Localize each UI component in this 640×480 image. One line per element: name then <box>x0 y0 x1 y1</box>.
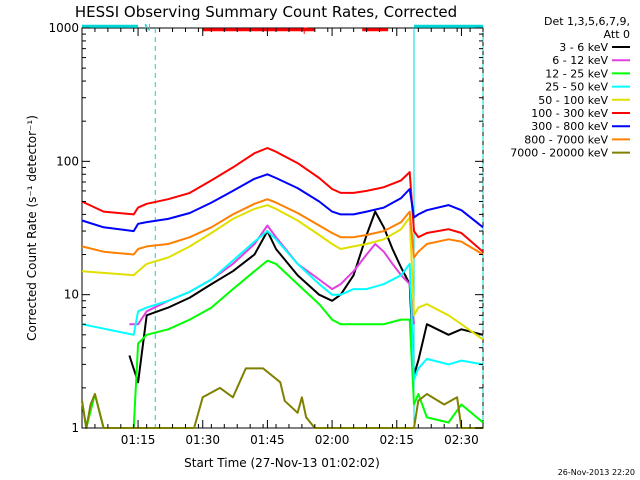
y-axis-label: Corrected Count Rate (s⁻¹ detector⁻¹) <box>25 115 39 341</box>
axes: 01:15 01:30 01:45 02:00 02:15 02:30 1 10 100 1000 <box>48 21 484 447</box>
series-line-50-100-kev <box>81 204 484 341</box>
x-tick-label: 02:15 <box>379 433 414 447</box>
series-line-25-50-kev <box>81 230 484 381</box>
time-markers <box>154 28 484 428</box>
x-axis-label: Start Time (27-Nov-13 01:02:02) <box>184 456 380 470</box>
series-line-12-25-kev <box>81 259 484 429</box>
chart-title: HESSI Observing Summary Count Rates, Cor… <box>75 3 457 21</box>
legend-label-12-25-kev: 12 - 25 keV <box>545 67 608 80</box>
x-tick-label: 01:45 <box>250 433 285 447</box>
legend-title-line-2: Att 0 <box>604 28 630 41</box>
legend-label-7000-20000-kev: 7000 - 20000 keV <box>510 147 608 160</box>
legend-label-6-12-kev: 6 - 12 keV <box>552 54 608 67</box>
y-tick-label: 100 <box>56 154 79 168</box>
series-line-800-7000-kev <box>81 198 484 259</box>
flag-label-n: N <box>144 23 151 33</box>
y-tick-label: 1000 <box>48 21 79 35</box>
series-line-3-6-kev <box>128 210 484 384</box>
legend-label-100-300-kev: 100 - 300 keV <box>531 107 608 120</box>
x-tick-label: 02:30 <box>444 433 479 447</box>
flag-label-f: F <box>303 27 308 37</box>
y-tick-label: 10 <box>64 288 79 302</box>
x-tick-label: 01:15 <box>121 433 156 447</box>
timestamp: 26-Nov-2013 22:20 <box>558 468 635 477</box>
series-line-100-300-kev <box>81 147 484 253</box>
y-tick-label: 1 <box>71 421 79 435</box>
series-line-7000-20000-kev <box>81 367 483 429</box>
legend-label-300-800-kev: 300 - 800 keV <box>531 120 608 133</box>
legend-label-25-50-kev: 25 - 50 keV <box>545 81 608 94</box>
legend-title-line-1: Det 1,3,5,6,7,9, <box>544 15 630 28</box>
series-line-300-800-kev <box>81 173 484 233</box>
series-lines <box>81 147 484 429</box>
legend-label-50-100-kev: 50 - 100 keV <box>538 94 608 107</box>
legend-label-800-7000-kev: 800 - 7000 keV <box>524 133 608 146</box>
legend-label-3-6-kev: 3 - 6 keV <box>559 41 608 54</box>
x-tick-label: 02:00 <box>315 433 350 447</box>
x-tick-label: 01:30 <box>185 433 220 447</box>
plot-frame <box>81 27 484 429</box>
